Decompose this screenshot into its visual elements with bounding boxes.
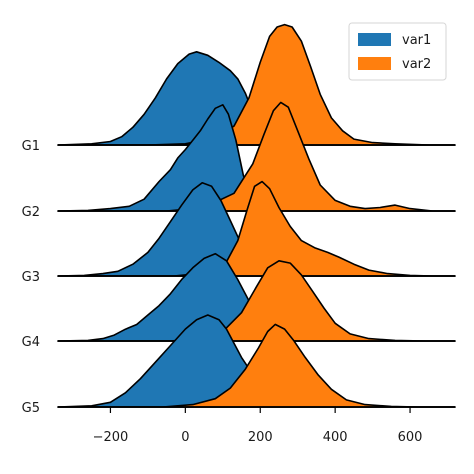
legend-frame [348, 22, 447, 81]
x-tick-label: −200 [93, 430, 129, 445]
legend-label-var2: var2 [402, 57, 431, 72]
x-tick-label: 600 [398, 430, 423, 445]
group-label-g5: G5 [22, 401, 40, 416]
group-label-g3: G3 [22, 270, 40, 285]
group-label-g1: G1 [22, 139, 40, 154]
legend: var1 var2 [348, 22, 447, 81]
legend-label-var1: var1 [402, 33, 431, 48]
legend-swatch-var1 [358, 33, 391, 46]
group-label-g4: G4 [22, 335, 40, 350]
x-tick-label: 0 [181, 430, 189, 445]
legend-swatch-var2 [358, 57, 391, 70]
group-labels: G1 G2 G3 G4 G5 [22, 139, 40, 416]
ridge-g3-var2-area [57, 180, 456, 277]
ridge-g3 [57, 180, 456, 277]
group-label-g2: G2 [22, 205, 40, 220]
x-tick-label: 400 [323, 430, 348, 445]
ridge-g2-var2-area [57, 101, 456, 212]
ridges-layer [57, 23, 456, 408]
ridge-g5 [57, 314, 456, 408]
x-tick-label: 200 [248, 430, 273, 445]
x-axis: −200 0 200 400 600 [93, 407, 423, 445]
